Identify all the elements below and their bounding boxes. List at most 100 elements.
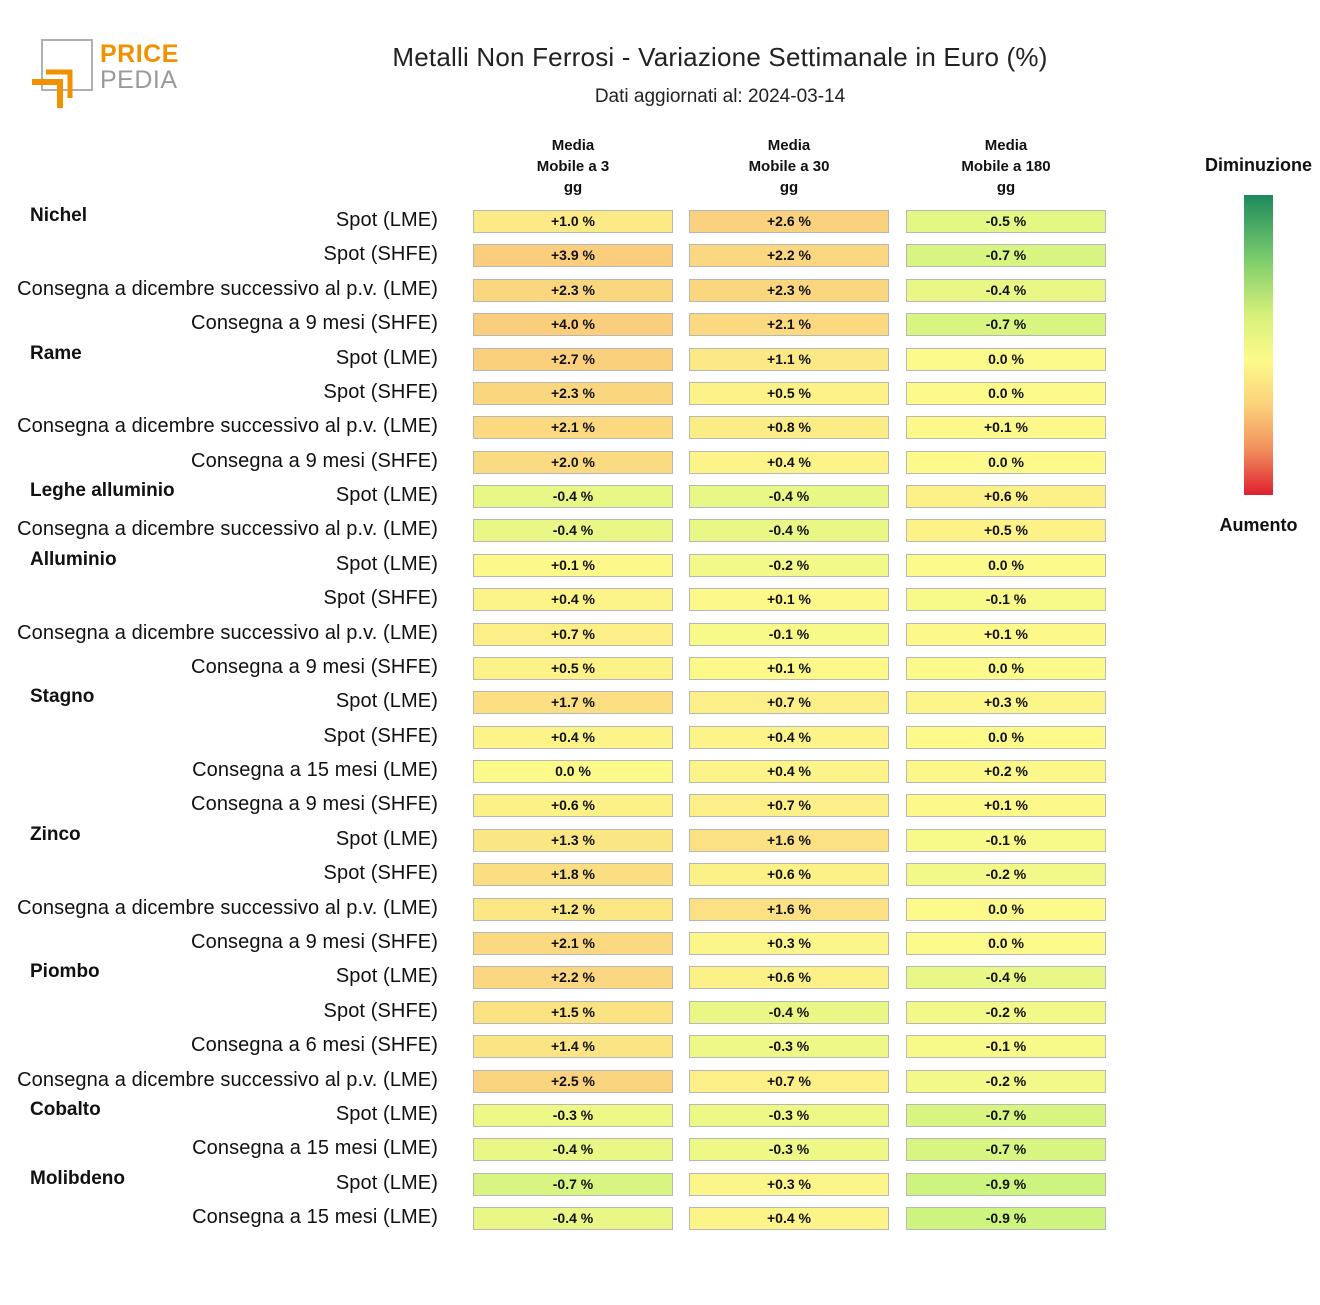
row-label: Spot (LME) [335, 690, 438, 713]
heatmap-cell: +2.6 % [689, 210, 889, 233]
heatmap-cell: 0.0 % [906, 656, 1106, 680]
heatmap-cell: -0.2 % [689, 553, 889, 577]
row-label: Consegna a 9 mesi (SHFE) [191, 655, 438, 678]
heatmap-cell: -0.4 % [473, 485, 673, 509]
heatmap-cell: +0.5 % [473, 656, 673, 680]
heatmap-cell: +0.5 % [689, 381, 889, 405]
row-label: Spot (SHFE) [323, 380, 438, 403]
group-label: Molibdeno [30, 1167, 125, 1189]
column-header-ma180: Media Mobile a 180 gg [961, 137, 1051, 196]
heatmap-cell: +0.5 % [906, 519, 1106, 543]
heatmap-cell: -0.7 % [473, 1172, 673, 1196]
heatmap-cell: +2.2 % [473, 966, 673, 990]
heatmap-cell: -0.4 % [689, 519, 889, 543]
heatmap-cell: +0.2 % [906, 760, 1106, 784]
heatmap-cell: +2.0 % [473, 450, 673, 474]
heatmap-cell: +0.4 % [689, 450, 889, 474]
row-label: Spot (LME) [335, 1102, 438, 1125]
heatmap-cell: -0.4 % [473, 1138, 673, 1162]
row-label: Consegna a 9 mesi (SHFE) [191, 930, 438, 953]
heatmap-cell: -0.1 % [906, 588, 1106, 612]
heatmap-cell: +2.2 % [689, 244, 889, 268]
heatmap-cell: +0.3 % [906, 691, 1106, 715]
row-label: Consegna a dicembre successivo al p.v. (… [17, 415, 438, 438]
heatmap-cell: 0.0 % [906, 553, 1106, 577]
group-label: Leghe alluminio [30, 480, 175, 502]
heatmap-cell: +1.2 % [473, 897, 673, 921]
row-label: Consegna a 15 mesi (LME) [192, 759, 438, 782]
heatmap-cell: 0.0 % [906, 897, 1106, 921]
heatmap-cell: +4.0 % [473, 313, 673, 337]
heatmap-cell: -0.3 % [689, 1103, 889, 1127]
heatmap-cell: +1.4 % [473, 1035, 673, 1059]
heatmap-cell: -0.3 % [689, 1138, 889, 1162]
heatmap-cell: +0.6 % [906, 485, 1106, 509]
heatmap-cell: +0.4 % [689, 1207, 889, 1231]
heatmap-cell: -0.7 % [906, 244, 1106, 268]
logo-word-pedia: PEDIA [100, 66, 178, 94]
heatmap-cell: -0.3 % [473, 1103, 673, 1127]
heatmap-cell: +0.1 % [689, 656, 889, 680]
row-label: Consegna a dicembre successivo al p.v. (… [17, 518, 438, 541]
heatmap-cell: -0.1 % [689, 622, 889, 646]
heatmap-cell: +0.1 % [906, 622, 1106, 646]
row-label: Spot (SHFE) [323, 587, 438, 610]
group-label: Alluminio [30, 548, 117, 570]
row-label: Spot (SHFE) [323, 862, 438, 885]
heatmap-cell: 0.0 % [906, 931, 1106, 955]
logo-mark-icon [32, 39, 93, 108]
heatmap-cell: +2.1 % [473, 931, 673, 955]
heatmap-cell: +1.0 % [473, 210, 673, 233]
column-header-ma3: Media Mobile a 3 gg [536, 137, 610, 196]
row-label: Consegna a dicembre successivo al p.v. (… [17, 277, 438, 300]
heatmap-cell: +0.3 % [689, 1172, 889, 1196]
heatmap-cell: +1.7 % [473, 691, 673, 715]
heatmap-cell: +0.7 % [689, 1069, 889, 1093]
heatmap-cell: +1.5 % [473, 1000, 673, 1024]
heatmap-cell: +0.7 % [689, 691, 889, 715]
row-label: Consegna a dicembre successivo al p.v. (… [17, 1068, 438, 1091]
heatmap-cell: +2.3 % [689, 278, 889, 302]
heatmap-cell: +0.4 % [689, 760, 889, 784]
chart-subtitle: Dati aggiornati al: 2024-03-14 [594, 86, 846, 107]
heatmap-cell: +1.1 % [689, 347, 889, 371]
row-label: Spot (SHFE) [323, 243, 438, 266]
column-header-ma30: Media Mobile a 30 gg [748, 137, 830, 196]
row-label: Consegna a 6 mesi (SHFE) [191, 1034, 438, 1057]
row-label: Spot (LME) [335, 965, 438, 988]
heatmap-cell: +2.3 % [473, 381, 673, 405]
group-label: Cobalto [30, 1098, 101, 1120]
heatmap-cell: +1.3 % [473, 828, 673, 852]
logo-word-price: PRICE [100, 40, 179, 68]
heatmap-cell: +0.7 % [473, 622, 673, 646]
row-label: Spot (LME) [335, 484, 438, 507]
heatmap-cell: +1.8 % [473, 863, 673, 887]
heatmap-cell: -0.7 % [906, 1138, 1106, 1162]
heatmap-cell: +2.1 % [473, 416, 673, 440]
heatmap-cell: +0.1 % [906, 416, 1106, 440]
chart-title: Metalli Non Ferrosi - Variazione Settima… [392, 42, 1048, 72]
row-label: Consegna a dicembre successivo al p.v. (… [17, 896, 438, 919]
heatmap-cell: +0.6 % [689, 863, 889, 887]
heatmap-cell: 0.0 % [906, 381, 1106, 405]
heatmap-cell: +0.6 % [473, 794, 673, 818]
group-label: Stagno [30, 686, 95, 708]
heatmap-cell: +0.1 % [906, 794, 1106, 818]
group-label: Piombo [30, 961, 100, 983]
heatmap-cell: +3.9 % [473, 244, 673, 268]
heatmap-cell: -0.1 % [906, 1035, 1106, 1059]
group-label: Zinco [30, 823, 81, 845]
heatmap-cell: -0.4 % [473, 1207, 673, 1231]
heatmap-cell: +1.6 % [689, 828, 889, 852]
heatmap-cell: -0.2 % [906, 863, 1106, 887]
pricepedia-logo: PRICE PEDIA [30, 38, 190, 110]
heatmap-cell: +2.7 % [473, 347, 673, 371]
heatmap-cell: +0.4 % [473, 588, 673, 612]
heatmap-cell: 0.0 % [906, 347, 1106, 371]
row-label: Spot (LME) [335, 552, 438, 575]
row-label: Spot (LME) [335, 346, 438, 369]
heatmap-cell: 0.0 % [906, 450, 1106, 474]
row-label: Spot (LME) [335, 1171, 438, 1194]
heatmap-cell: +0.6 % [689, 966, 889, 990]
heatmap-cell: +0.7 % [689, 794, 889, 818]
